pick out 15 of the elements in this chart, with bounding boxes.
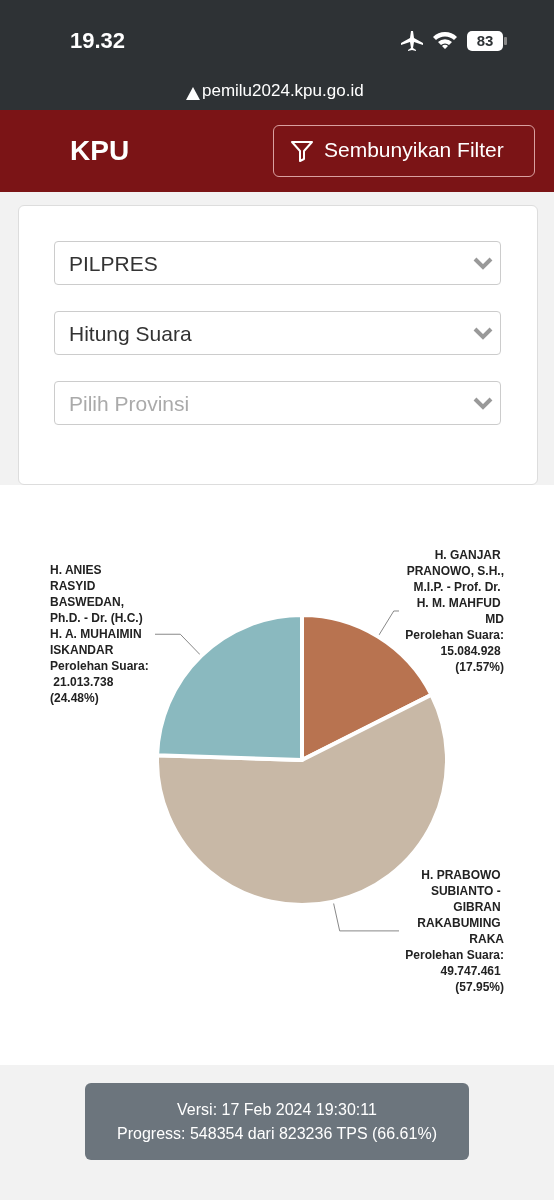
text: Pilih Provinsi [69, 392, 190, 415]
text: KPU [70, 135, 130, 167]
slice-label: H. ANIES RASYID BASWEDAN, Ph.D. - Dr. (H.C.) H. A. MUHAIMIN ISKANDAR [50, 563, 146, 658]
data-label: Perolehan Suara: 15.084.928 (17.57%) [405, 628, 504, 674]
data-label: Perolehan Suara: 21.013.738 (24.48%) [50, 659, 149, 706]
text: Sembunyikan Filter [324, 138, 504, 162]
text: pemilu2024.kpu.go.id [202, 81, 364, 101]
text: 19.32 [70, 28, 126, 54]
text: PILPRES [69, 252, 158, 275]
text: Progress: 548354 dari 823236 TPS (66.61%) [116, 1124, 438, 1144]
slice-label: H. GANJAR PRANOWO, S.H., M.I.P. - Prof. Dr. H. M. MAHFUD MD [406, 548, 505, 626]
slice-label: H. PRABOWO SUBIANTO - GIBRAN RAKABUMING RAKA [417, 867, 505, 946]
text: Versi: 17 Feb 2024 19:30:11 [176, 1100, 378, 1120]
text: Hitung Suara [69, 322, 192, 345]
data-label: Perolehan Suara: 49.747.461 (57.95%) [405, 947, 504, 994]
